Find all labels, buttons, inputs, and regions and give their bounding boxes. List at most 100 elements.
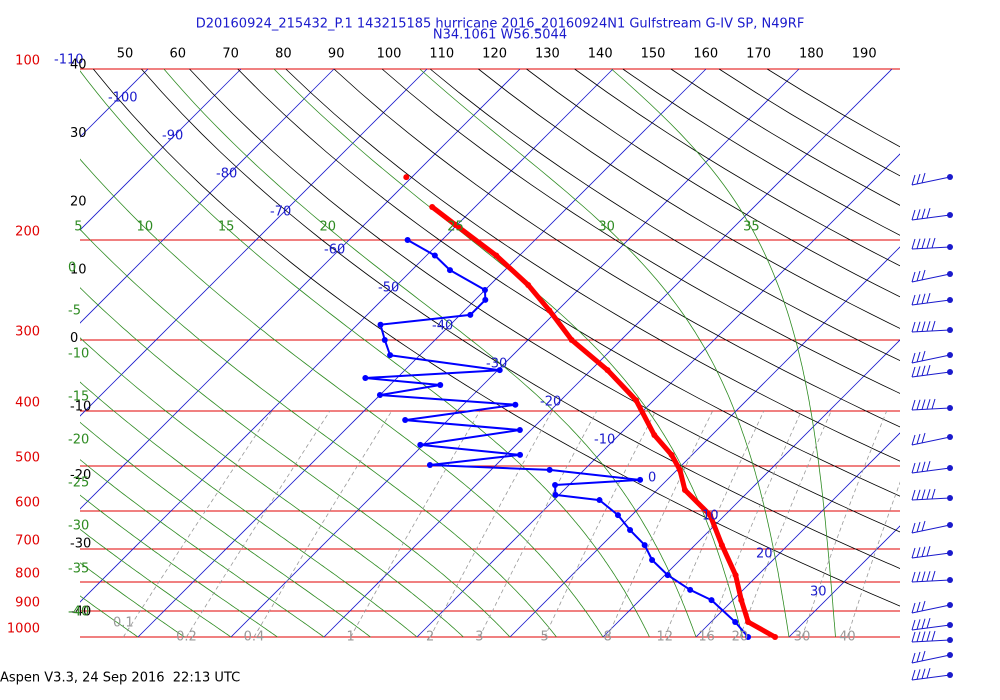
profile-point xyxy=(641,542,648,549)
barb-feather xyxy=(926,399,931,410)
barb-feather xyxy=(931,570,936,582)
barb-dot xyxy=(947,271,953,277)
moist-label: 30 xyxy=(598,220,615,235)
moist-adiabat xyxy=(80,494,278,638)
profile-point xyxy=(552,481,559,488)
barb-staff xyxy=(911,176,951,186)
barb-feather xyxy=(921,399,926,410)
barb-feather xyxy=(916,651,921,663)
barb-staff xyxy=(911,639,951,643)
top-label: 50 xyxy=(117,47,134,62)
moist-adiabat xyxy=(80,228,557,638)
top-label: 90 xyxy=(328,47,345,62)
left-label: -30 xyxy=(70,536,91,551)
barb-staff xyxy=(911,497,951,501)
barb-feather xyxy=(921,520,926,532)
barb-feather xyxy=(931,398,936,410)
barb-staff xyxy=(911,674,951,681)
barb-feather xyxy=(921,172,926,184)
left-label: 20 xyxy=(70,194,87,209)
profile-point xyxy=(381,337,388,344)
isotherm xyxy=(80,68,335,324)
profile-point xyxy=(732,618,739,625)
mixing-ratio-label: 0.4 xyxy=(244,630,265,645)
barb-feather xyxy=(911,462,916,474)
moist-label: -20 xyxy=(68,433,89,448)
barb-dot xyxy=(947,174,953,180)
dry-adiabat xyxy=(285,68,900,462)
left-label: 40 xyxy=(70,58,87,73)
isotherm xyxy=(230,68,800,638)
mixing-ratio-line xyxy=(544,410,656,638)
mixing-ratio-line xyxy=(664,410,765,638)
barb-dot xyxy=(947,602,953,608)
left-label: 0 xyxy=(70,331,78,346)
barb-staff xyxy=(911,246,951,250)
moist-label: -10 xyxy=(68,347,89,362)
top-label: 190 xyxy=(852,47,877,62)
moist-label: -25 xyxy=(68,476,89,491)
top-label: 180 xyxy=(799,47,824,62)
mixing-ratio-line xyxy=(607,410,713,638)
profile-line xyxy=(364,239,749,638)
barb-dot xyxy=(947,327,953,333)
profile-point xyxy=(376,392,383,399)
wind-barb xyxy=(911,432,953,446)
profile-point xyxy=(417,441,424,448)
profile-point xyxy=(732,572,739,579)
barb-feather xyxy=(911,352,916,364)
barb-feather xyxy=(916,571,921,582)
barb-feather xyxy=(921,668,926,679)
moist-label: 5 xyxy=(74,220,82,235)
top-label: 170 xyxy=(746,47,771,62)
y-tick-label: 600 xyxy=(15,495,40,510)
left-label: -20 xyxy=(70,468,91,483)
profile-point xyxy=(431,252,438,259)
isotherm-label: -80 xyxy=(216,167,237,182)
profile-point xyxy=(664,572,671,579)
barb-dot xyxy=(947,522,953,528)
mixing-ratio-label: 3 xyxy=(475,630,483,645)
barb-staff xyxy=(911,524,951,534)
isotherm xyxy=(80,68,614,603)
moist-label: -35 xyxy=(68,562,89,577)
barb-staff xyxy=(911,214,951,221)
profile-point xyxy=(718,542,725,549)
profile-point xyxy=(362,375,369,382)
y-tick-label: 500 xyxy=(15,451,40,466)
mixing-ratio-label: 20 xyxy=(732,630,749,645)
left-label: 10 xyxy=(70,263,87,278)
mixing-ratio-line xyxy=(801,410,888,638)
mixing-ratio-line xyxy=(253,410,393,638)
barb-feather xyxy=(921,600,926,612)
y-tick-label: 100 xyxy=(15,54,40,69)
isotherm xyxy=(509,246,900,638)
profile-point xyxy=(404,236,411,243)
mixing-ratio-label: 0.1 xyxy=(113,616,134,631)
moist-adiabat xyxy=(80,562,185,638)
moist-label: 15 xyxy=(218,220,235,235)
barb-feather xyxy=(916,521,921,533)
top-label: 60 xyxy=(170,47,187,62)
barb-dot xyxy=(947,297,953,303)
barb-dot xyxy=(947,405,953,411)
profile-point xyxy=(772,634,779,640)
isotherm-label: -90 xyxy=(162,129,183,144)
barb-feather xyxy=(921,365,926,376)
moist-adiabat xyxy=(80,337,464,638)
mixing-ratio-label: 16 xyxy=(698,630,715,645)
barb-dot xyxy=(947,244,953,250)
mixing-ratio-line xyxy=(847,481,900,638)
wind-barb xyxy=(911,320,953,333)
barb-feather xyxy=(916,399,921,410)
barb-feather xyxy=(916,351,921,363)
profile-point xyxy=(614,512,621,519)
barb-feather xyxy=(926,321,931,332)
isotherm-label: -60 xyxy=(324,243,345,258)
barb-staff xyxy=(911,299,951,306)
wind-barb xyxy=(911,600,953,614)
wind-barb xyxy=(911,650,953,664)
barb-feather xyxy=(911,321,916,333)
barb-staff xyxy=(911,354,951,364)
